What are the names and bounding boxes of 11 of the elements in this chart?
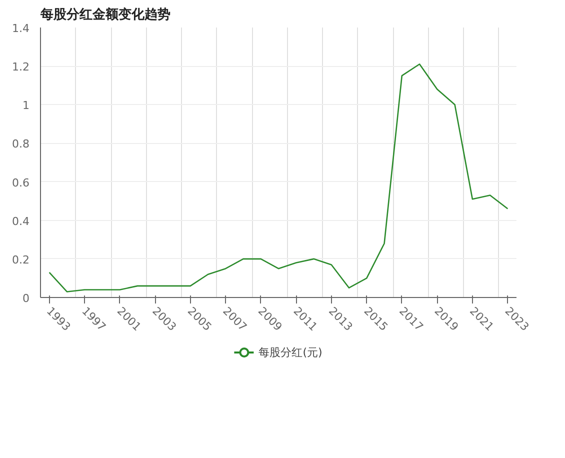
y-tick-label: 0 bbox=[22, 292, 30, 305]
y-tick-label: 0.6 bbox=[12, 176, 30, 190]
chart-title: 每股分红金额变化趋势 bbox=[40, 6, 170, 22]
line-series bbox=[48, 63, 508, 292]
y-tick-label: 1 bbox=[22, 99, 30, 112]
y-tick-label: 0.2 bbox=[12, 253, 30, 266]
y-tick-label: 0.4 bbox=[12, 214, 30, 228]
y-tick-label: 1.4 bbox=[12, 22, 30, 35]
y-tick-label: 1.2 bbox=[12, 60, 30, 74]
y-tick-label: 0.8 bbox=[12, 138, 30, 151]
legend-label: 每股分红(元) bbox=[258, 344, 322, 360]
